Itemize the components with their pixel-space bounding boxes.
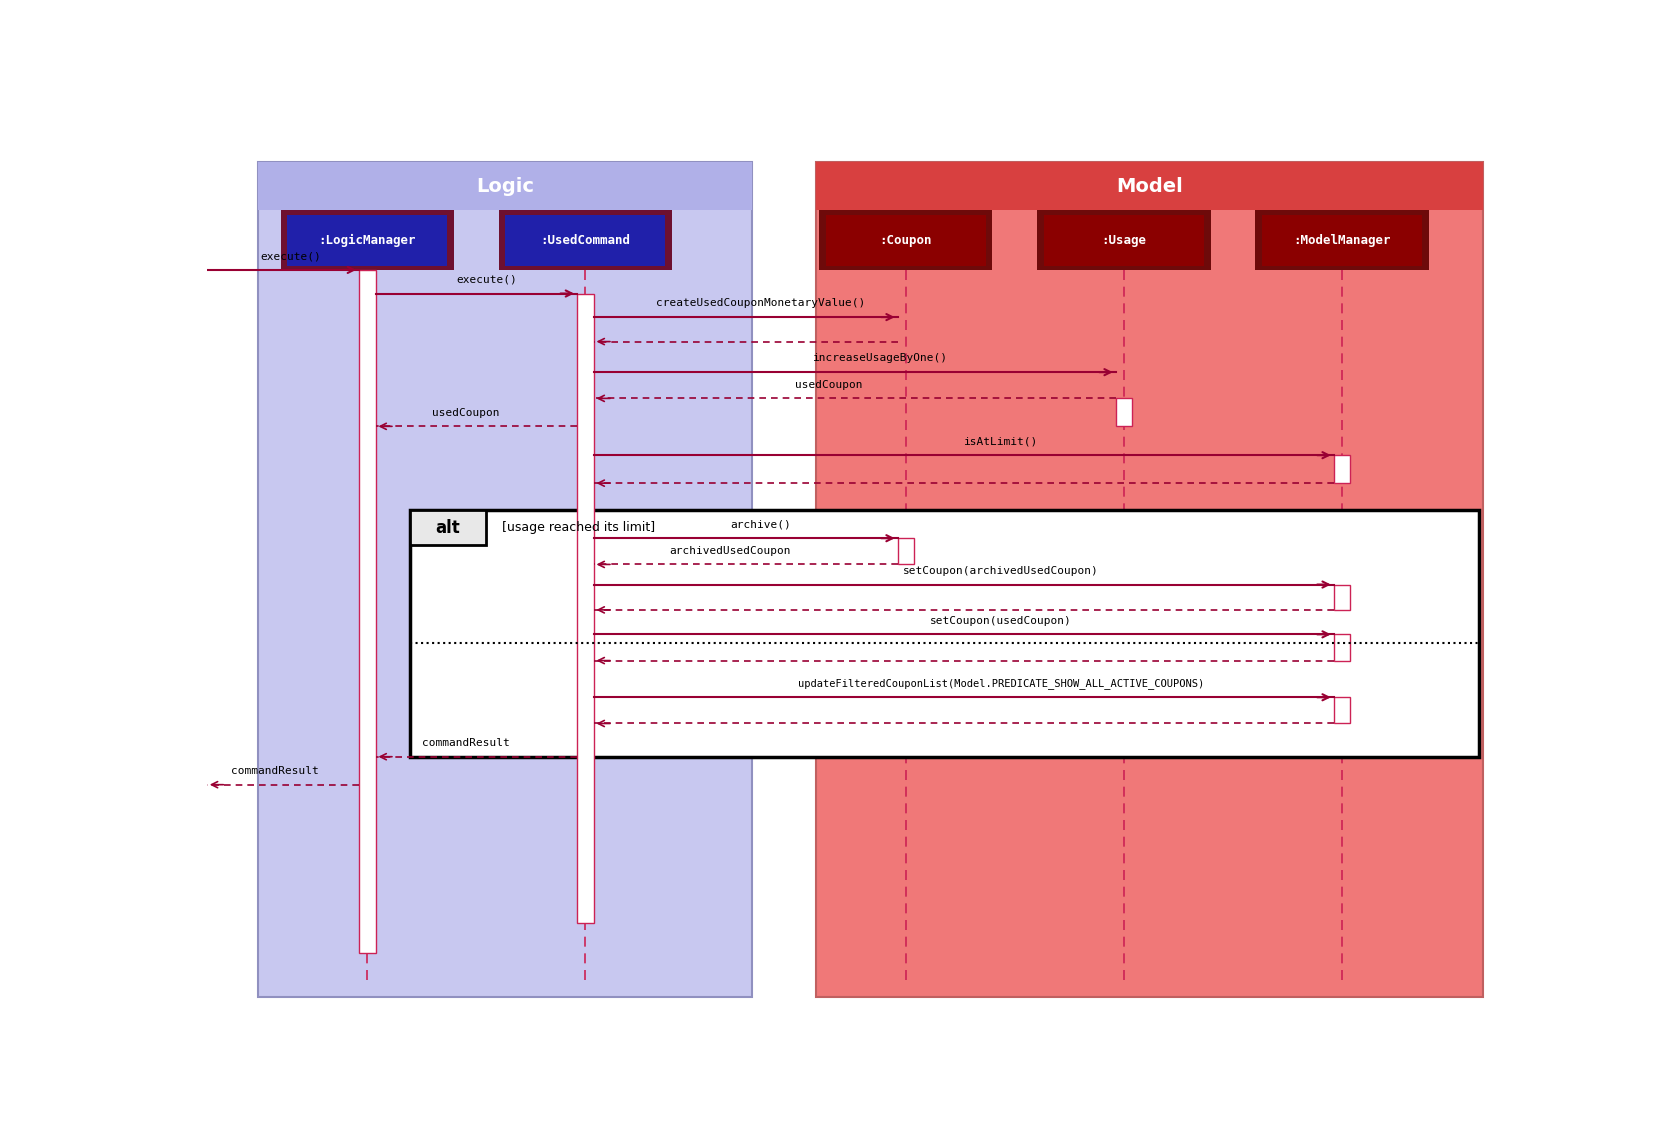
Bar — [1261, 215, 1422, 266]
Bar — [578, 294, 594, 923]
Bar — [816, 162, 1483, 997]
Bar — [1115, 398, 1132, 427]
Text: Logic: Logic — [477, 177, 535, 196]
Bar — [826, 215, 986, 266]
Text: createUsedCouponMonetaryValue(): createUsedCouponMonetaryValue() — [655, 299, 866, 309]
Text: archivedUsedCoupon: archivedUsedCoupon — [670, 546, 791, 556]
Text: execute(): execute() — [455, 275, 516, 285]
Bar — [1334, 697, 1350, 723]
Text: increaseUsageByOne(): increaseUsageByOne() — [813, 353, 948, 363]
Text: usedCoupon: usedCoupon — [794, 379, 862, 389]
Bar — [897, 538, 914, 564]
Bar — [1044, 215, 1205, 266]
Text: :Usage: :Usage — [1102, 234, 1147, 246]
Bar — [258, 162, 751, 997]
Bar — [409, 511, 1480, 757]
Bar — [1334, 455, 1350, 484]
Text: alt: alt — [435, 519, 460, 537]
Bar — [1334, 634, 1350, 661]
Text: setCoupon(usedCoupon): setCoupon(usedCoupon) — [930, 615, 1071, 625]
Text: updateFilteredCouponList(Model.PREDICATE_SHOW_ALL_ACTIVE_COUPONS): updateFilteredCouponList(Model.PREDICATE… — [798, 678, 1203, 689]
Bar — [258, 162, 751, 210]
Bar — [359, 270, 376, 953]
Bar — [498, 210, 672, 270]
Text: archive(): archive() — [730, 520, 791, 529]
Text: commandResult: commandResult — [422, 738, 510, 748]
Text: execute(): execute() — [260, 251, 321, 261]
Bar — [1256, 210, 1428, 270]
Bar — [505, 215, 665, 266]
Text: Model: Model — [1115, 177, 1183, 196]
Bar — [286, 215, 447, 266]
Bar — [816, 162, 1483, 210]
Text: usedCoupon: usedCoupon — [432, 407, 500, 418]
Text: [usage reached its limit]: [usage reached its limit] — [501, 521, 655, 535]
Bar — [1334, 585, 1350, 609]
Text: :UsedCommand: :UsedCommand — [540, 234, 631, 246]
Text: isAtLimit(): isAtLimit() — [963, 437, 1038, 446]
Text: :LogicManager: :LogicManager — [318, 234, 415, 246]
Text: :Coupon: :Coupon — [880, 234, 932, 246]
Bar — [409, 511, 487, 545]
Bar — [281, 210, 453, 270]
Text: setCoupon(archivedUsedCoupon): setCoupon(archivedUsedCoupon) — [902, 565, 1099, 575]
Bar — [819, 210, 993, 270]
Text: commandResult: commandResult — [232, 766, 319, 776]
Text: :ModelManager: :ModelManager — [1293, 234, 1390, 246]
Bar — [1038, 210, 1210, 270]
